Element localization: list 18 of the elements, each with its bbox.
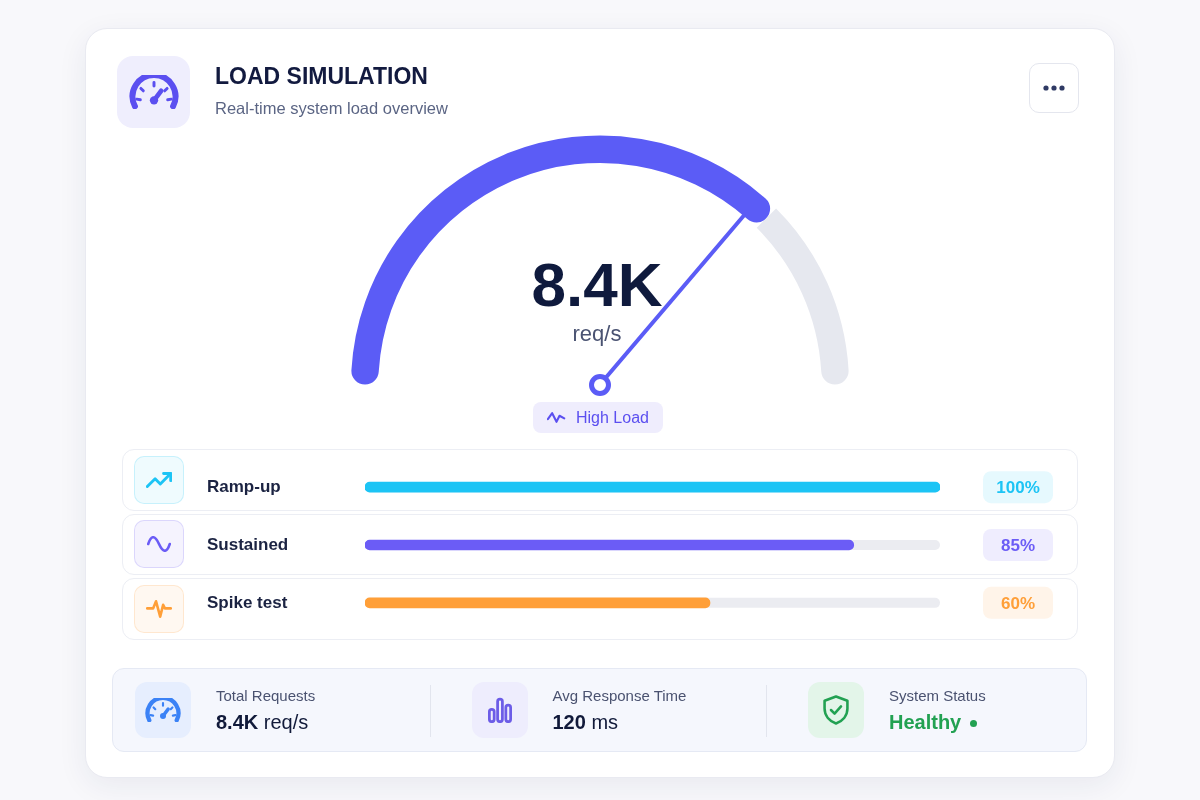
text: 120 ms xyxy=(552,711,619,733)
text: Avg Response Time xyxy=(552,687,687,704)
y-tick-label: Ramp-up xyxy=(207,476,281,496)
menu-button[interactable] xyxy=(1029,63,1079,113)
text: Total Requests xyxy=(216,687,316,704)
y-tick-label: Sustained xyxy=(207,534,289,554)
text: Healthy xyxy=(889,711,962,733)
data-label: 60% xyxy=(1000,593,1036,613)
chart-title: LOAD SIMULATION xyxy=(215,63,428,89)
text: req/s xyxy=(571,321,623,346)
data-label: 85% xyxy=(1000,535,1036,555)
data-label: 100% xyxy=(996,477,1040,497)
chart-subtitle: Real-time system load overview xyxy=(215,99,448,117)
badge: High Load xyxy=(533,402,663,433)
text: System Status xyxy=(889,687,986,704)
text: 8.4K xyxy=(530,250,664,319)
y-tick-label: Spike test xyxy=(207,592,288,612)
text: 8.4K req/s xyxy=(216,711,309,733)
